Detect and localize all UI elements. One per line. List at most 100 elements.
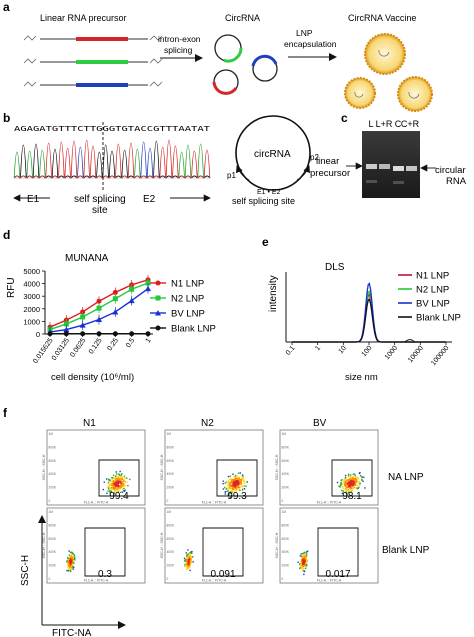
e1-label: E1 [27, 194, 40, 205]
junction-label: E1 • E2 [257, 189, 281, 196]
svg-text:600K: 600K [167, 537, 175, 541]
linear-label-1: linear [316, 156, 339, 167]
flow-gate-value-1-1: 0.091 [210, 569, 235, 580]
munana-legend-label-3: Blank LNP [171, 324, 216, 335]
munana-ytick-1: 1000 [23, 317, 40, 326]
dls-xtick-6: 100000 [430, 345, 450, 367]
precursor-label: Linear RNA precursor [40, 13, 127, 23]
munana-legend: N1 LNP N2 LNP BV LNP Blank LNP [150, 279, 216, 335]
svg-text:1M: 1M [282, 432, 287, 436]
munana-point-3-6 [145, 331, 151, 337]
col-label-bv: BV [313, 418, 327, 429]
circ-site-label: self splicing site [232, 196, 295, 206]
flow-tiny-x-1-2: FL1-A :: FITC-A [317, 579, 342, 583]
flow-tiny-y-1-2: SSC-H :: SSC-H [275, 532, 279, 558]
ssc-label: SSC-H [20, 555, 31, 586]
svg-text:1M: 1M [282, 510, 287, 514]
circrna-diagram: circRNA p1 p2 E1 • E2 self splicing site [227, 115, 319, 206]
svg-text:1M: 1M [167, 510, 172, 514]
precursor-green [23, 58, 163, 64]
munana-ytick-4: 4000 [23, 280, 40, 289]
flow-tiny-y-1-1: SSC-H :: SSC-H [160, 532, 164, 558]
row-label-blank: Blank LNP [382, 545, 430, 556]
flow-gate-value-1-2: 0.017 [325, 569, 350, 580]
panel-c: c L L+R C C+R linear precursor circular RNA [310, 111, 467, 198]
munana-point-2-2 [79, 322, 86, 328]
flow-tiny-y-0-2: SSC-H :: SSC-H [275, 454, 279, 480]
p1-arrow [235, 165, 250, 181]
col-label-n1: N1 [83, 418, 96, 429]
panel-e: e DLS intensity size nm 0.1 1 10 100 1000 100… [262, 235, 461, 383]
svg-text:800K: 800K [167, 523, 175, 527]
chromatogram [13, 139, 211, 179]
munana-point-1-3 [96, 305, 102, 311]
chromatogram-trace-g [13, 140, 211, 179]
panel-label-e: e [262, 235, 269, 249]
flow-tiny-x-0-0: FL1-A :: FITC-A [84, 501, 109, 505]
panel-label-c: c [341, 111, 348, 125]
svg-text:0: 0 [167, 499, 169, 503]
svg-text:200K: 200K [167, 486, 175, 490]
svg-text:600K: 600K [282, 459, 290, 463]
svg-text:200K: 200K [282, 564, 290, 568]
splicing-label-1: intron-exon [158, 34, 201, 44]
p2-arrow [296, 165, 311, 181]
munana-point-2-3 [96, 316, 102, 323]
chromatogram-trace-a [13, 143, 211, 179]
lnp-particle-1 [364, 33, 406, 75]
munana-legend-label-1: N2 LNP [171, 294, 204, 305]
circ-label: circRNA [254, 149, 291, 160]
svg-text:0: 0 [167, 577, 169, 581]
precursor-blue [23, 81, 163, 87]
flow-gate-0-0 [98, 459, 140, 497]
dls-ylabel: intensity [268, 275, 279, 312]
vaccine-label: CircRNA Vaccine [348, 13, 416, 23]
svg-text:400K: 400K [167, 550, 175, 554]
lane-label-4: C+R [401, 119, 420, 129]
flow-tiny-x-0-1: FL1-A :: FITC-A [202, 501, 227, 505]
panel-label-d: d [3, 228, 10, 242]
panel-b: b AGAGATGTTTCTTGGGTGTACCGTTTAATAT E1 sel… [3, 111, 319, 216]
dls-xtick-2: 10 [337, 345, 347, 356]
svg-text:400K: 400K [49, 550, 57, 554]
circular-label-2: RNA [446, 176, 467, 187]
dls-curve-3 [292, 298, 446, 343]
p1-label: p1 [227, 171, 236, 180]
munana-ytick-5: 5000 [23, 267, 40, 276]
svg-text:800K: 800K [282, 523, 290, 527]
circrna-red [212, 69, 239, 95]
munana-ylabel: RFU [6, 277, 17, 298]
flow-tiny-y-0-0: SSC-H :: SSC-H [42, 454, 46, 480]
splicing-label-2: splicing [164, 45, 193, 55]
band-cr-circ [406, 166, 417, 171]
lane-label-3: C [395, 119, 402, 129]
svg-text:0: 0 [282, 577, 284, 581]
dls-legend-label-2: BV LNP [416, 299, 450, 310]
svg-text:600K: 600K [49, 459, 57, 463]
site-label-1: self splicing [74, 194, 126, 205]
dls-xlabel: size nm [345, 372, 378, 383]
munana-ytick-2: 2000 [23, 305, 40, 314]
dls-legend-label-0: N1 LNP [416, 271, 449, 282]
dls-xtick-0: 0.1 [285, 345, 297, 357]
panel-label-f: f [3, 406, 8, 420]
flow-tiny-x-1-1: FL1-A :: FITC-A [202, 579, 227, 583]
munana-point-3-3 [96, 331, 102, 337]
dls-legend-label-1: N2 LNP [416, 285, 449, 296]
circular-label-1: circular [435, 165, 466, 176]
munana-xtick-6: 1 [145, 337, 153, 344]
dls-title: DLS [325, 262, 345, 273]
lnp-label-1: LNP [296, 28, 313, 38]
svg-text:0: 0 [282, 499, 284, 503]
munana-point-2-4 [112, 308, 119, 315]
svg-text:600K: 600K [167, 459, 175, 463]
munana-point-1-6 [145, 280, 151, 286]
svg-text:400K: 400K [282, 472, 290, 476]
site-label-2: site [92, 205, 108, 216]
flow-tiny-y-1-0: SSC-H :: SSC-H [42, 532, 46, 558]
svg-text:1M: 1M [49, 510, 54, 514]
